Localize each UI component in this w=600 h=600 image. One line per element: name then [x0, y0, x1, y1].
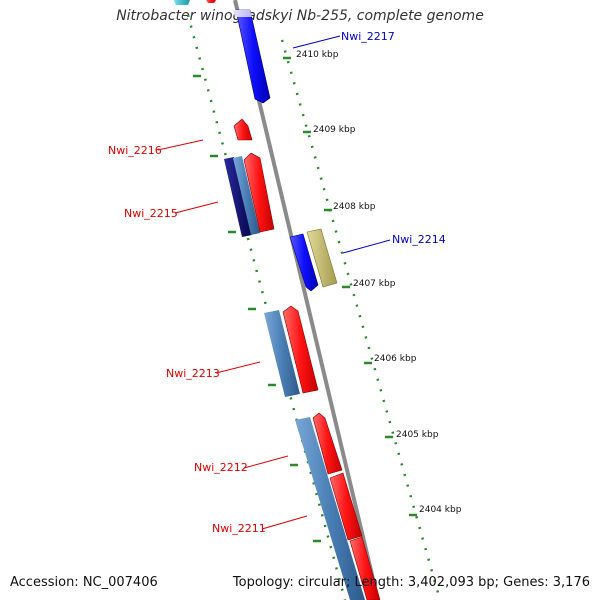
- gene-nwi-2217-pale: [233, 10, 252, 17]
- gene-nwi-2214: [289, 233, 319, 292]
- gene-label-nwi-2214: Nwi_2214: [392, 233, 446, 246]
- gene-nwi-2215: [243, 152, 275, 233]
- label-leader-lines: [157, 35, 391, 530]
- map-title: Nitrobacter winogradskyi Nb-255, complet…: [116, 8, 484, 24]
- gene-nwi-2213: [282, 305, 319, 394]
- gene-nwi-2216: [233, 118, 253, 141]
- scale-label-2410: 2410 kbp: [296, 50, 339, 60]
- gene-red-partial-top: [206, 0, 216, 3]
- scale-label-2405: 2405 kbp: [396, 430, 439, 440]
- inner-tick-major-marks: [193, 74, 321, 543]
- scale-label-2404: 2404 kbp: [419, 505, 462, 515]
- topology-text: Topology: circular; Length: 3,402,093 bp…: [232, 575, 590, 590]
- gene-label-nwi-2212: Nwi_2212: [194, 461, 248, 474]
- outer-tick-major-marks: [283, 56, 417, 517]
- gene-label-nwi-2216: Nwi_2216: [108, 144, 162, 157]
- gene-steelblue-2: [264, 310, 300, 397]
- gene-cyan-partial: [174, 0, 190, 5]
- gene-khaki: [306, 228, 338, 288]
- scale-label-2409: 2409 kbp: [313, 125, 356, 135]
- gene-steelblue-1: [233, 156, 260, 235]
- gene-steelblue-3: [295, 417, 365, 600]
- outer-tick-ring: [280, 39, 442, 600]
- gene-nwi-2212: [312, 412, 343, 475]
- gene-label-nwi-2213: Nwi_2213: [166, 367, 220, 380]
- scale-label-2408: 2408 kbp: [333, 202, 376, 212]
- gene-nwi-2211-b: [349, 536, 381, 600]
- scale-label-2406: 2406 kbp: [374, 354, 417, 364]
- gene-nwi-2211-a: [329, 472, 363, 541]
- gene-label-nwi-2217: Nwi_2217: [341, 30, 395, 43]
- accession-text: Accession: NC_007406: [10, 575, 158, 590]
- gene-label-nwi-2211: Nwi_2211: [212, 522, 266, 535]
- gene-nwi-2217: [235, 9, 271, 104]
- scale-label-2407: 2407 kbp: [353, 279, 396, 289]
- gene-navy: [224, 157, 252, 237]
- gene-label-nwi-2215: Nwi_2215: [124, 207, 178, 220]
- inner-tick-ring: [186, 14, 347, 600]
